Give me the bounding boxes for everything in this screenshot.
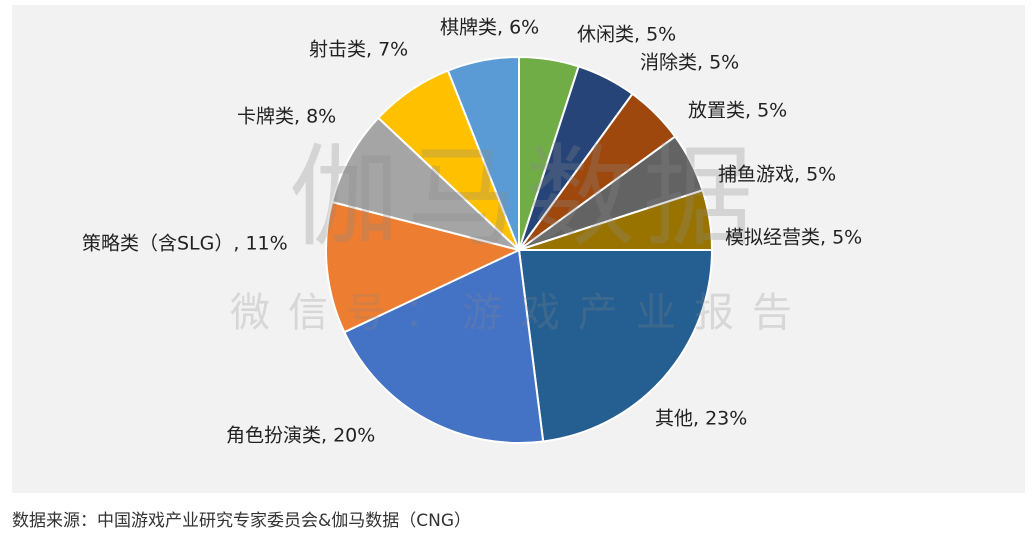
pie-slice	[517, 249, 714, 443]
data-label: 捕鱼游戏, 5%	[718, 164, 836, 186]
watermark-sub: 微信号：游戏产业报告	[230, 290, 810, 336]
data-label: 卡牌类, 8%	[237, 106, 336, 128]
data-label: 棋牌类, 6%	[440, 17, 539, 39]
data-label: 角色扮演类, 20%	[226, 425, 375, 447]
pie-slice	[446, 55, 520, 251]
watermark: 伽马数据	[289, 133, 761, 261]
data-label: 其他, 23%	[655, 408, 747, 430]
pie-slice	[343, 248, 545, 444]
data-label: 射击类, 7%	[309, 39, 408, 61]
data-label: 模拟经营类, 5%	[725, 227, 862, 249]
pie	[325, 55, 714, 444]
data-label: 策略类（含SLG）, 11%	[82, 233, 288, 255]
data-label: 休闲类, 5%	[577, 24, 676, 46]
data-label: 放置类, 5%	[688, 100, 787, 122]
source-note: 数据来源：中国游戏产业研究专家委员会&伽马数据（CNG）	[12, 511, 471, 531]
data-label: 消除类, 5%	[640, 52, 739, 74]
pie-slice	[325, 200, 522, 334]
pie-slice	[330, 116, 520, 251]
